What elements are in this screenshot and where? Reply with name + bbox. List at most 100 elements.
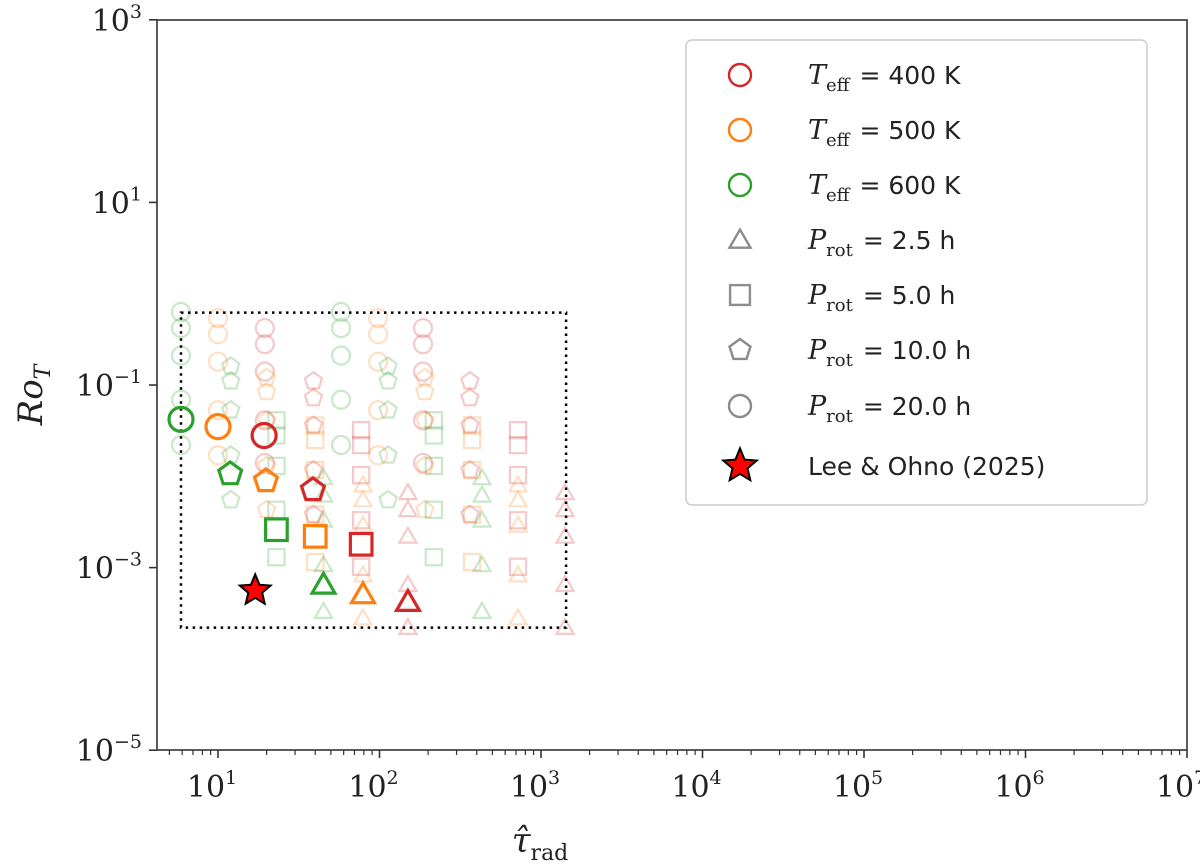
legend-circle-icon bbox=[727, 117, 753, 143]
highlighted-circle-point bbox=[204, 413, 232, 441]
faded-circle-point bbox=[367, 308, 389, 329]
faded-pentagon-point bbox=[415, 381, 435, 401]
faded-pentagon-point bbox=[415, 455, 435, 475]
faded-circle-point bbox=[367, 324, 389, 345]
faded-circle-point bbox=[254, 452, 275, 474]
y-tick-label: 101 bbox=[92, 183, 142, 221]
faded-triangle-point bbox=[312, 484, 335, 503]
faded-pentagon-point bbox=[256, 455, 277, 475]
legend-label: Teff = 500 K bbox=[808, 115, 961, 151]
faded-triangle-point bbox=[554, 573, 576, 593]
highlighted-points bbox=[167, 405, 423, 613]
faded-circle-point bbox=[367, 445, 389, 466]
highlighted-pentagon-point bbox=[216, 460, 244, 486]
faded-triangle-point bbox=[471, 554, 493, 573]
faded-triangle-point bbox=[397, 525, 419, 544]
faded-triangle-point bbox=[471, 509, 493, 528]
legend: Teff = 400 K Teff = 500 K Teff = 600 K Prot = 2… bbox=[685, 39, 1148, 506]
faded-square-point bbox=[424, 500, 444, 519]
faded-triangle-point bbox=[554, 525, 576, 544]
faded-triangle-point bbox=[554, 616, 576, 636]
legend-box bbox=[685, 39, 1148, 506]
faded-pentagon-point bbox=[378, 489, 398, 509]
faded-square-point bbox=[267, 456, 286, 476]
axis-ticks: 101 102 103 104 105 106 107 103 101 10−1 10−3 10−5 bbox=[76, 1, 1200, 805]
legend-triangle-icon bbox=[727, 227, 753, 249]
legend-label: Teff = 400 K bbox=[808, 60, 961, 96]
faded-circle-point bbox=[330, 389, 352, 410]
faded-circle-point bbox=[412, 361, 434, 382]
faded-pentagon-point bbox=[256, 410, 277, 429]
faded-pentagon-point bbox=[460, 387, 480, 407]
faded-pentagon-point bbox=[415, 367, 435, 387]
faded-pentagon-point bbox=[378, 399, 398, 419]
legend-label: Prot = 10.0 h bbox=[807, 335, 971, 371]
faded-circle-point bbox=[170, 345, 192, 366]
faded-square-point bbox=[306, 552, 325, 572]
highlighted-triangle-point bbox=[393, 587, 423, 613]
x-tick-label: 102 bbox=[348, 767, 398, 805]
faded-triangle-point bbox=[471, 600, 493, 620]
highlighted-triangle-point bbox=[348, 579, 378, 605]
faded-triangle-point bbox=[471, 484, 493, 503]
faded-pentagon-point bbox=[303, 415, 324, 434]
highlighted-triangle-point bbox=[309, 570, 338, 595]
faded-triangle-point bbox=[312, 600, 335, 620]
star-point bbox=[237, 571, 274, 606]
highlighted-pentagon-point bbox=[252, 466, 280, 493]
highlighted-circle-point bbox=[250, 421, 278, 450]
faded-circle-point bbox=[412, 334, 434, 355]
faded-square-point bbox=[306, 430, 325, 450]
x-tick-label: 101 bbox=[187, 767, 237, 805]
faded-circle-point bbox=[254, 410, 275, 431]
faded-square-point bbox=[508, 557, 528, 577]
y-tick-label: 10−1 bbox=[76, 366, 142, 404]
faded-square-point bbox=[306, 416, 325, 435]
faded-triangle-point bbox=[352, 514, 374, 533]
faded-points bbox=[170, 301, 576, 636]
faded-pentagon-point bbox=[220, 370, 241, 390]
faded-triangle-point bbox=[507, 514, 529, 533]
faded-pentagon-point bbox=[220, 399, 241, 419]
faded-square-point bbox=[351, 435, 371, 455]
legend-square-icon bbox=[728, 283, 752, 307]
faded-pentagon-point bbox=[460, 459, 480, 479]
faded-square-point bbox=[351, 465, 371, 485]
faded-square-point bbox=[462, 416, 482, 435]
faded-triangle-point bbox=[352, 489, 374, 508]
faded-circle-point bbox=[207, 324, 229, 345]
faded-pentagon-point bbox=[378, 444, 398, 464]
legend-item: Prot = 20.0 h bbox=[727, 391, 971, 427]
legend-item: Teff = 400 K bbox=[727, 60, 961, 96]
legend-item: Lee & Ohno (2025) bbox=[720, 445, 1045, 483]
y-axis-label: RoT bbox=[11, 362, 56, 426]
faded-square-point bbox=[267, 547, 286, 567]
faded-pentagon-point bbox=[303, 370, 324, 390]
faded-pentagon-point bbox=[303, 504, 324, 524]
faded-triangle-point bbox=[352, 607, 374, 626]
faded-square-point bbox=[306, 505, 325, 524]
faded-circle-point bbox=[367, 400, 389, 421]
faded-triangle-point bbox=[397, 481, 419, 501]
legend-item: Teff = 600 K bbox=[727, 170, 961, 206]
y-tick-label: 10−5 bbox=[76, 731, 142, 769]
legend-circle-icon bbox=[727, 62, 753, 88]
x-tick-label: 107 bbox=[1156, 767, 1200, 805]
faded-circle-point bbox=[254, 361, 275, 382]
faded-pentagon-point bbox=[256, 367, 277, 387]
faded-circle-point bbox=[330, 434, 352, 456]
faded-pentagon-point bbox=[303, 387, 324, 407]
faded-square-point bbox=[508, 420, 528, 440]
highlighted-square-point bbox=[348, 531, 374, 557]
highlighted-square-point bbox=[264, 517, 289, 543]
faded-pentagon-point bbox=[256, 499, 277, 519]
faded-square-point bbox=[424, 547, 444, 567]
faded-triangle-point bbox=[507, 564, 529, 583]
faded-triangle-point bbox=[507, 489, 529, 508]
y-tick-label: 103 bbox=[92, 1, 142, 39]
faded-triangle-point bbox=[554, 481, 576, 501]
faded-square-point bbox=[424, 411, 444, 430]
x-tick-label: 105 bbox=[833, 767, 883, 805]
faded-square-point bbox=[267, 426, 286, 445]
